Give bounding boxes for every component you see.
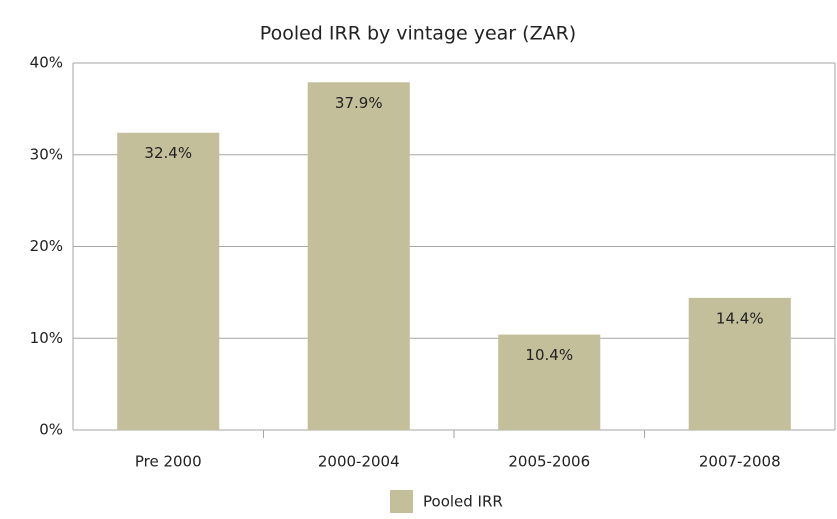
bar bbox=[117, 132, 220, 431]
x-tick-label: Pre 2000 bbox=[135, 453, 202, 471]
bar bbox=[307, 82, 410, 430]
legend-swatch bbox=[390, 490, 413, 513]
y-tick-label: 0% bbox=[39, 421, 63, 439]
bar bbox=[498, 334, 601, 430]
data-label: 14.4% bbox=[716, 309, 764, 327]
y-tick-label: 30% bbox=[30, 145, 63, 163]
bar bbox=[688, 297, 791, 430]
y-tick-label: 20% bbox=[30, 237, 63, 255]
legend-label: Pooled IRR bbox=[423, 493, 503, 511]
y-tick-label: 40% bbox=[30, 54, 63, 72]
data-label: 10.4% bbox=[525, 346, 573, 364]
chart-title: Pooled IRR by vintage year (ZAR) bbox=[260, 23, 576, 45]
x-tick-label: 2007-2008 bbox=[699, 453, 781, 471]
data-label: 37.9% bbox=[335, 94, 383, 112]
y-tick-label: 10% bbox=[30, 329, 63, 347]
data-label: 32.4% bbox=[144, 144, 192, 162]
x-tick-label: 2005-2006 bbox=[508, 453, 590, 471]
x-tick-label: 2000-2004 bbox=[318, 453, 400, 471]
